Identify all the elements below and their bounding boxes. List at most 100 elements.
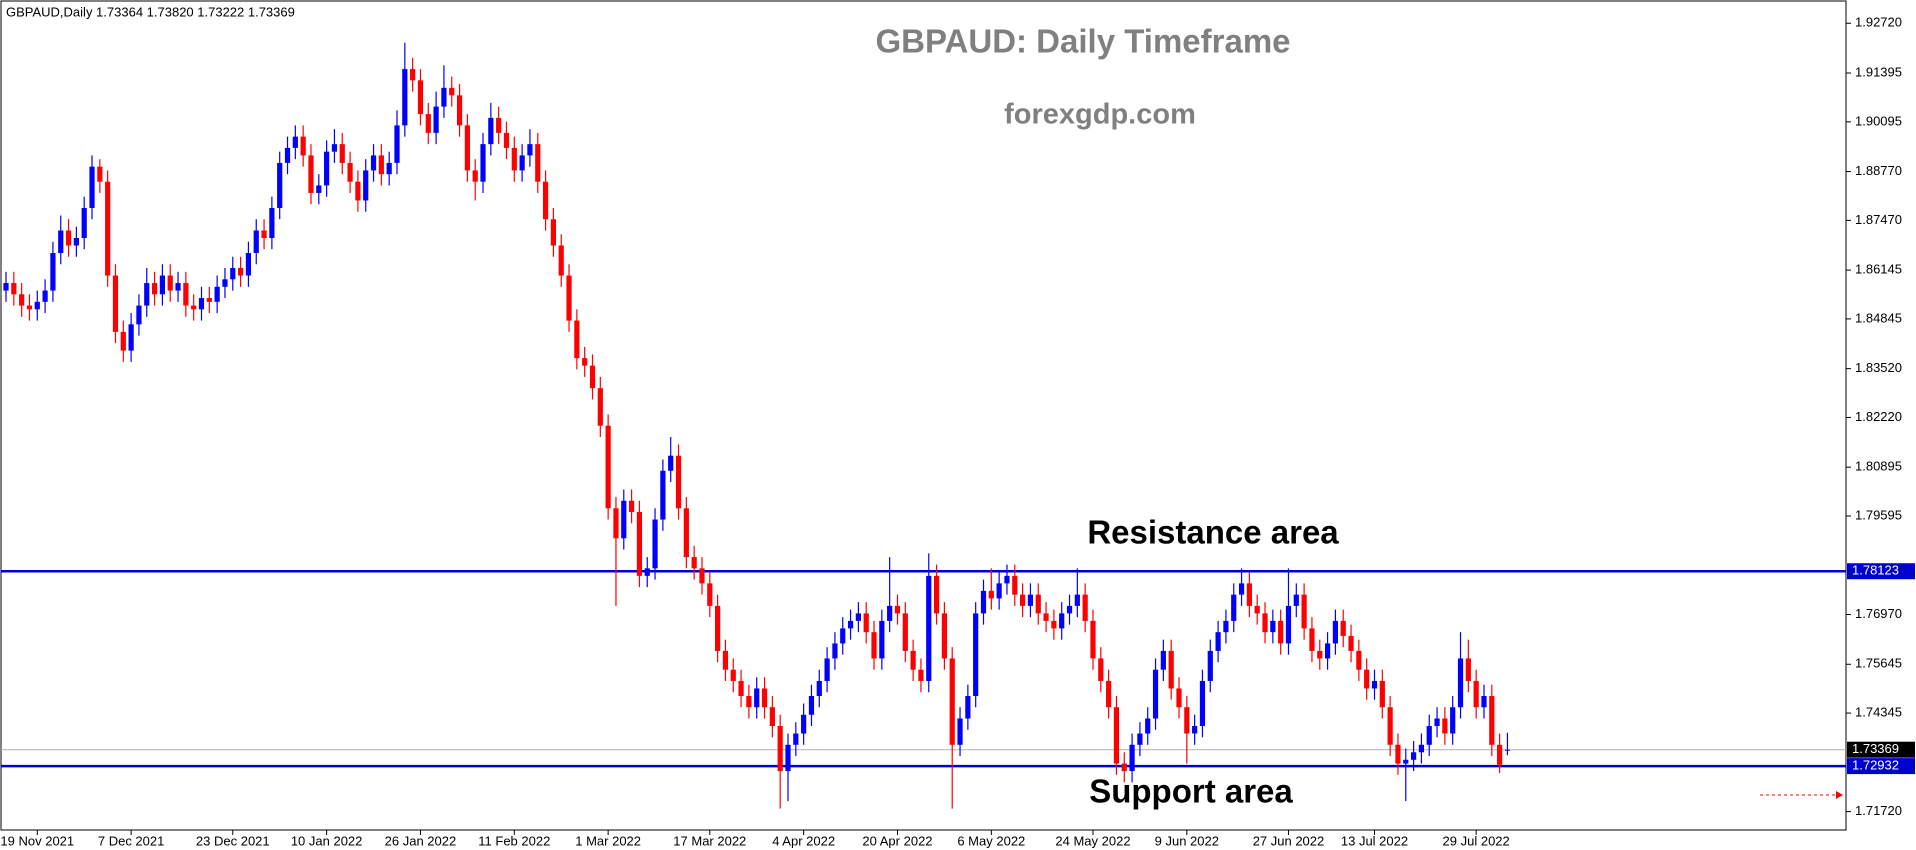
candle-body xyxy=(527,144,533,156)
candle-body xyxy=(973,613,979,696)
candle-body xyxy=(613,508,619,539)
candle-body xyxy=(824,658,830,681)
candle-body xyxy=(206,298,212,302)
candle-body xyxy=(269,207,275,239)
candle-body xyxy=(629,500,635,513)
candle-body xyxy=(112,275,119,332)
candle-body xyxy=(777,726,783,772)
candle-body xyxy=(1027,594,1034,606)
candle-body xyxy=(97,166,103,182)
candle-body xyxy=(808,695,815,715)
candle-body xyxy=(1254,605,1260,614)
candle-body xyxy=(1317,650,1323,659)
candle-body xyxy=(292,136,298,148)
candle-body xyxy=(1457,658,1464,708)
candle-body xyxy=(605,425,611,509)
candle-body xyxy=(222,279,228,287)
y-tick-label: 1.83520 xyxy=(1855,360,1902,375)
candle-body xyxy=(245,253,252,276)
candle-body xyxy=(1106,680,1112,708)
candle-body xyxy=(1340,620,1346,636)
x-tick-label: 26 Jan 2022 xyxy=(385,833,457,848)
candle-body xyxy=(159,275,165,295)
candle-body xyxy=(1207,650,1213,681)
x-tick-label: 13 Jul 2022 xyxy=(1341,833,1408,848)
candle-body xyxy=(746,695,752,708)
candle-body xyxy=(1090,620,1096,659)
candle-body xyxy=(191,305,197,310)
candle-body xyxy=(347,162,353,182)
x-tick-label: 24 May 2022 xyxy=(1055,833,1130,848)
x-tick-label: 7 Dec 2021 xyxy=(98,833,165,848)
x-tick-label: 20 Apr 2022 xyxy=(862,833,932,848)
candle-body xyxy=(19,294,25,306)
candle-body xyxy=(1379,680,1385,708)
candle-body xyxy=(933,575,940,614)
candle-body xyxy=(300,136,306,156)
candle-body xyxy=(1098,658,1104,681)
level-label: 1.73369 xyxy=(1852,741,1899,756)
candle-body xyxy=(65,230,72,246)
y-tick-label: 1.87470 xyxy=(1855,212,1902,227)
annotation: Support area xyxy=(1089,773,1293,810)
candle-body xyxy=(144,283,150,306)
candle-body xyxy=(1004,575,1010,584)
candle-body xyxy=(1418,744,1425,753)
candle-body xyxy=(198,298,205,310)
candle-body xyxy=(1231,594,1237,621)
y-tick-label: 1.82220 xyxy=(1855,409,1902,424)
candle-body xyxy=(261,230,267,239)
candle-body xyxy=(3,283,9,291)
candle-body xyxy=(1489,695,1495,745)
candle-body xyxy=(1293,594,1299,606)
candle-body xyxy=(1215,632,1221,651)
candle-body xyxy=(644,568,650,576)
candle-body xyxy=(1043,613,1049,621)
candle-body xyxy=(1246,583,1252,606)
candle-body xyxy=(660,470,666,520)
candle-body xyxy=(855,613,861,621)
candle-body xyxy=(355,181,361,201)
candle-body xyxy=(472,170,478,182)
candle-body xyxy=(253,230,259,254)
candle-body xyxy=(1020,594,1026,606)
candle-body xyxy=(1395,744,1401,764)
candle-body xyxy=(754,688,760,708)
candle-body xyxy=(1497,744,1503,765)
level-label-box xyxy=(1847,741,1915,758)
x-tick-label: 27 Jun 2022 xyxy=(1253,833,1325,848)
x-tick-label: 4 Apr 2022 xyxy=(772,833,835,848)
candle-body xyxy=(1411,752,1417,760)
level-label-box xyxy=(1847,758,1915,775)
candle-body xyxy=(449,87,455,96)
candle-body xyxy=(793,733,799,745)
candle-body xyxy=(1074,594,1080,606)
candle-body xyxy=(863,613,869,633)
candle-body xyxy=(511,147,517,171)
candle-body xyxy=(363,170,369,201)
candle-body xyxy=(1450,707,1456,734)
candle-body xyxy=(1066,605,1073,614)
candle-body xyxy=(370,155,377,171)
candle-body xyxy=(691,557,697,569)
candle-body xyxy=(542,181,549,220)
candle-body xyxy=(910,650,916,670)
candle-body xyxy=(589,365,596,389)
candle-body xyxy=(785,744,791,772)
candle-body xyxy=(167,275,173,291)
x-tick-label: 9 Jun 2022 xyxy=(1155,833,1219,848)
level-label-box xyxy=(1847,563,1915,580)
candle-body xyxy=(1113,707,1120,764)
candle-body xyxy=(730,669,736,681)
candle-body xyxy=(1035,594,1041,614)
candle-body xyxy=(316,185,322,193)
candle-body xyxy=(433,106,439,133)
candle-body xyxy=(832,643,838,659)
candle-body xyxy=(1442,718,1448,734)
x-tick-label: 11 Feb 2022 xyxy=(478,833,550,848)
candle-body xyxy=(1262,613,1268,633)
candle-body xyxy=(456,95,463,126)
candle-body xyxy=(761,688,768,708)
candle-body xyxy=(1184,707,1190,734)
candle-body xyxy=(128,324,134,351)
